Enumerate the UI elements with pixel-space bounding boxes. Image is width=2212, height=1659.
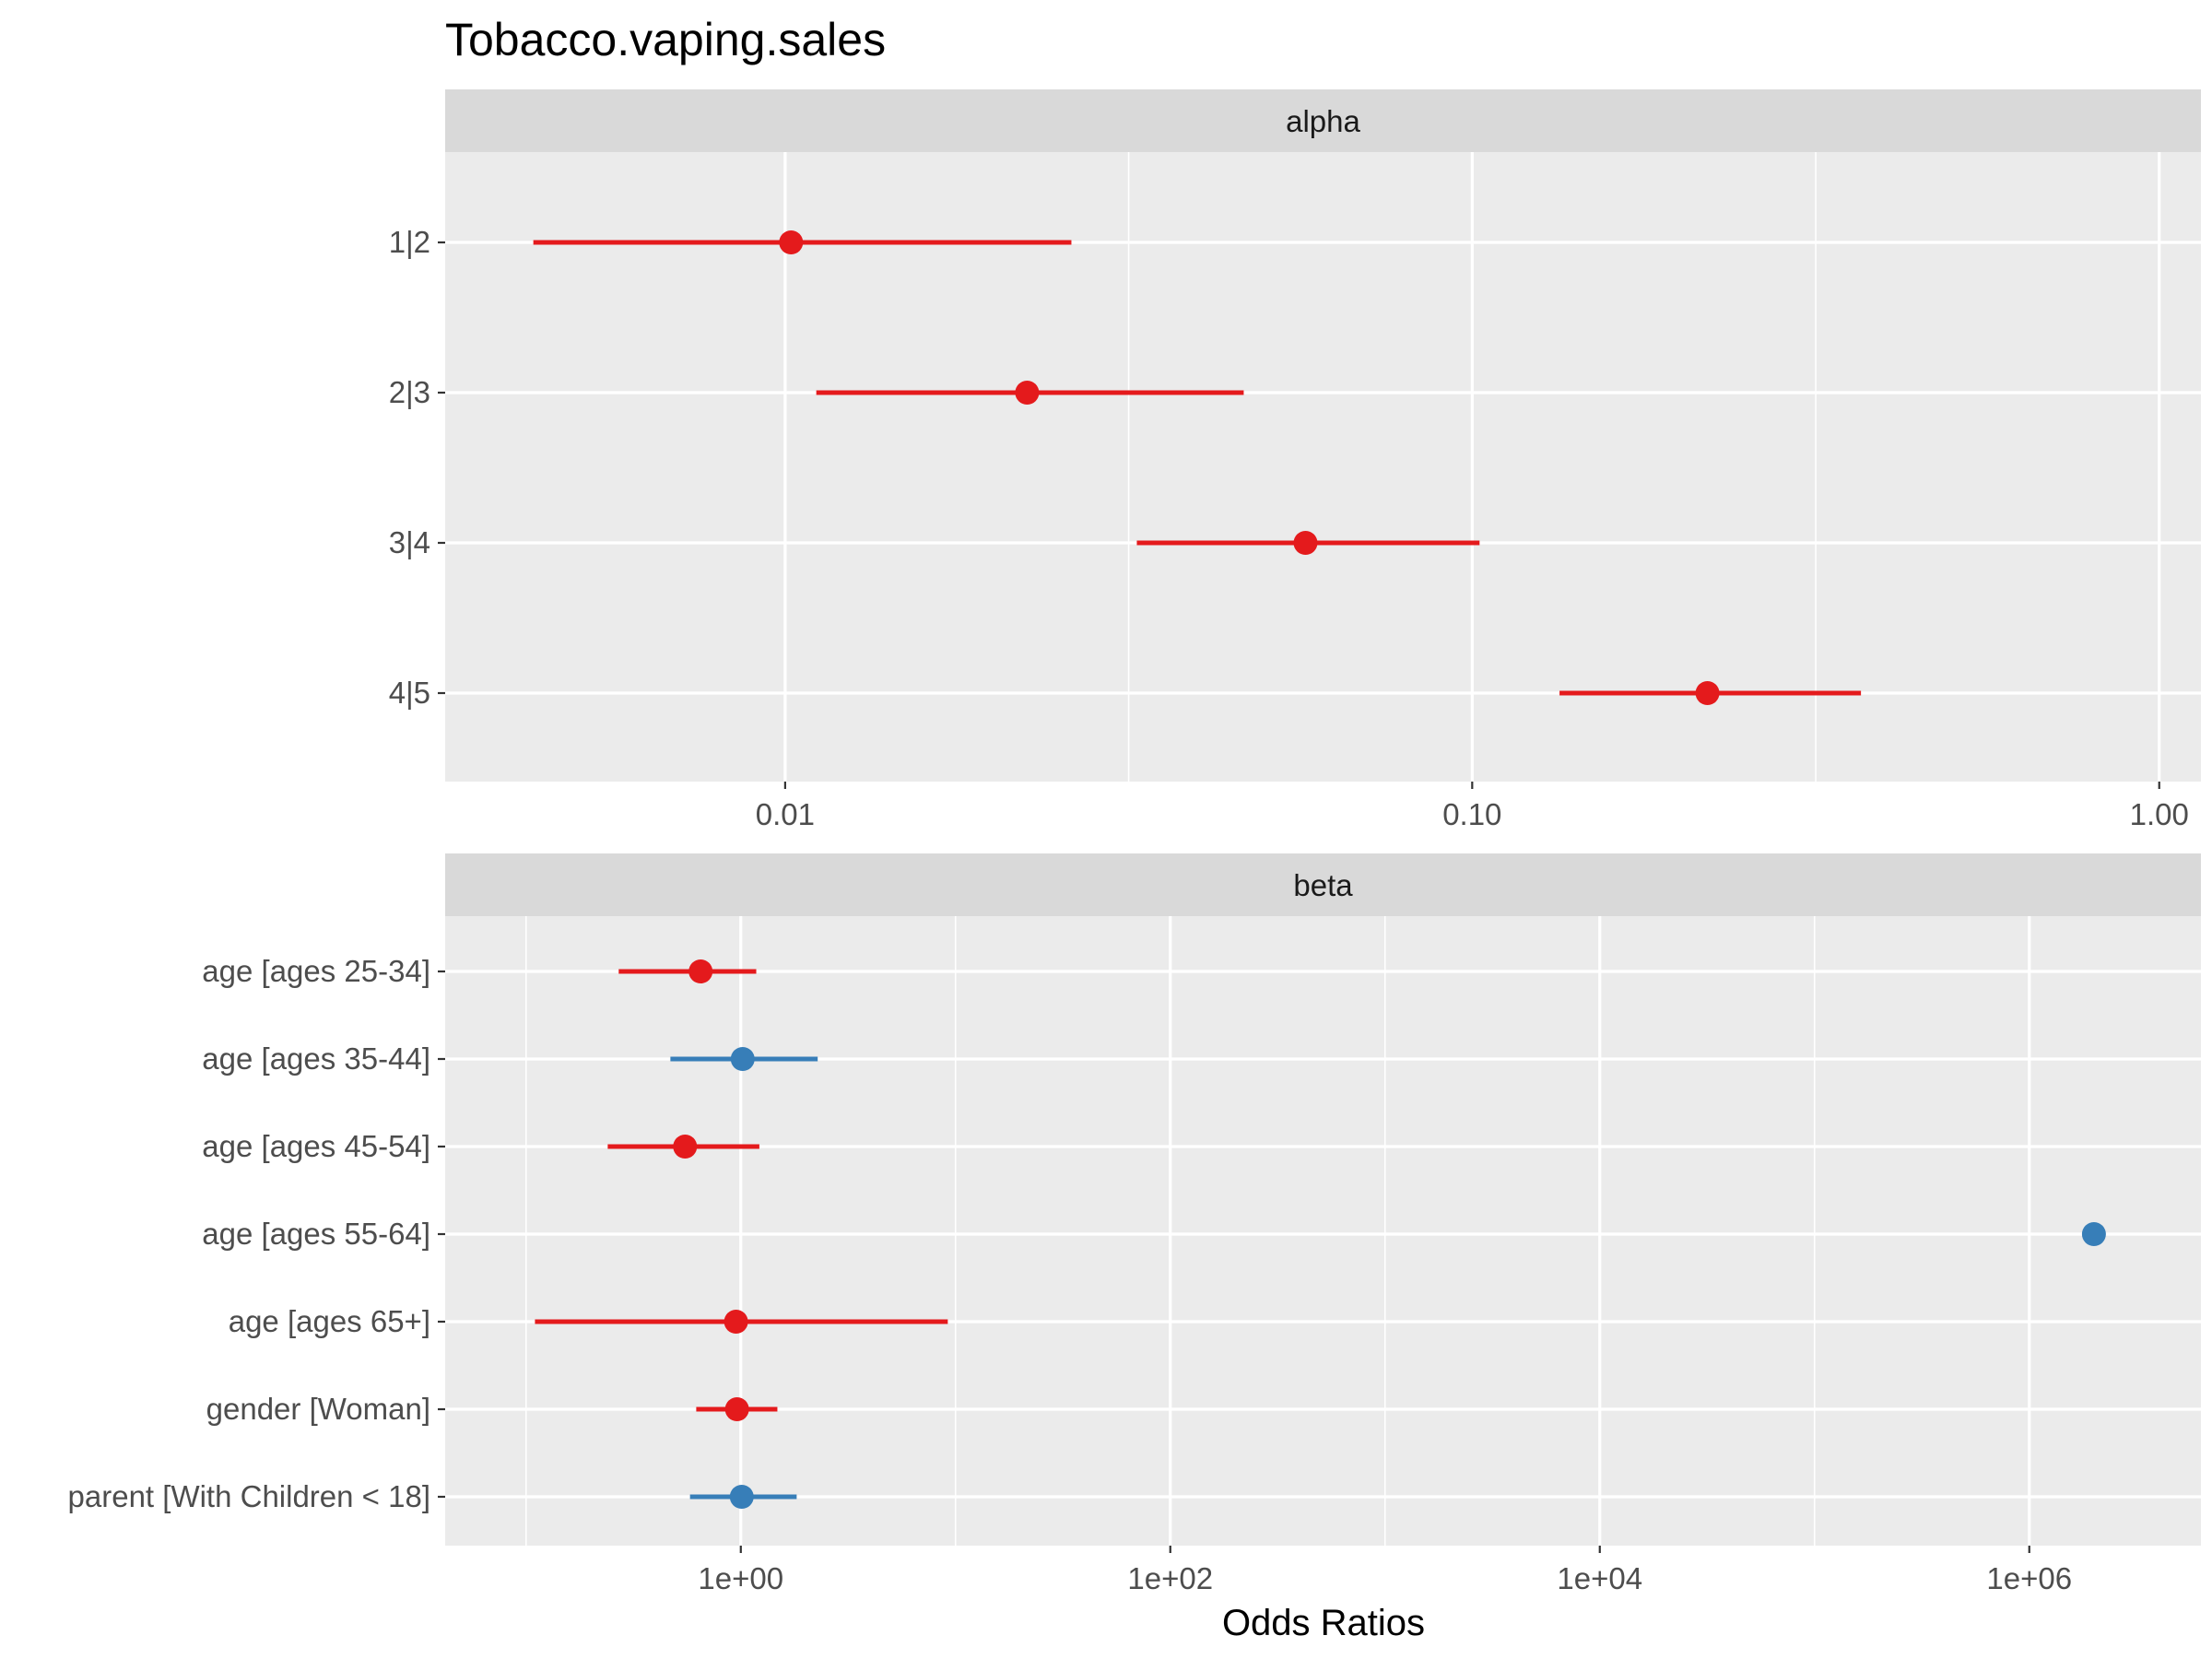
panel-strip	[445, 89, 2201, 152]
estimate-point	[724, 1310, 748, 1334]
estimate-point	[1695, 681, 1720, 705]
strip-label: beta	[1293, 868, 1353, 902]
y-tick-label: gender [Woman]	[206, 1392, 430, 1426]
panel-background	[445, 152, 2201, 782]
estimate-point	[724, 1397, 749, 1421]
panel-beta: beta 1e+00 1e+02 1e+04 1e+06 age [ages 25-34]…	[68, 853, 2201, 1595]
y-tick-label: age [ages 65+]	[229, 1304, 430, 1338]
estimate-point	[2081, 1222, 2106, 1246]
y-tick-label: 4|5	[389, 676, 430, 710]
chart-title: Tobacco.vaping.sales	[445, 14, 886, 65]
y-tick-label: 3|4	[389, 525, 430, 559]
y-tick-label: age [ages 35-44]	[202, 1041, 430, 1076]
x-tick-label: 1e+02	[1127, 1561, 1213, 1595]
y-tick-label: age [ages 55-64]	[202, 1217, 430, 1251]
x-tick-label: 0.10	[1442, 797, 1501, 831]
y-tick-label: 2|3	[389, 375, 430, 409]
estimate-point	[1015, 381, 1040, 405]
estimate-point	[729, 1485, 754, 1509]
x-tick-label: 1e+04	[1557, 1561, 1642, 1595]
x-tick-label: 1e+06	[1986, 1561, 2072, 1595]
x-axis-title: Odds Ratios	[1222, 1603, 1425, 1643]
panel-alpha: alpha 0.01 0.10 1.00 1|2 2|3 3|4 4|5	[389, 89, 2201, 831]
x-tick-label: 1e+00	[698, 1561, 783, 1595]
estimate-point	[673, 1135, 698, 1159]
x-tick-label: 1.00	[2130, 797, 2189, 831]
panel-background	[445, 916, 2201, 1546]
panels: alpha 0.01 0.10 1.00 1|2 2|3 3|4 4|5 beta 1e+00 1e…	[68, 89, 2201, 1595]
y-tick-label: 1|2	[389, 225, 430, 259]
estimate-point	[688, 959, 713, 983]
estimate-point	[1293, 531, 1318, 555]
y-tick-label: parent [With Children < 18]	[68, 1479, 430, 1513]
x-tick-label: 0.01	[756, 797, 815, 831]
estimate-point	[730, 1047, 755, 1071]
y-tick-label: age [ages 45-54]	[202, 1129, 430, 1163]
estimate-point	[779, 230, 804, 254]
y-tick-label: age [ages 25-34]	[202, 954, 430, 988]
panel-strip	[445, 853, 2201, 916]
strip-label: alpha	[1286, 104, 1360, 138]
